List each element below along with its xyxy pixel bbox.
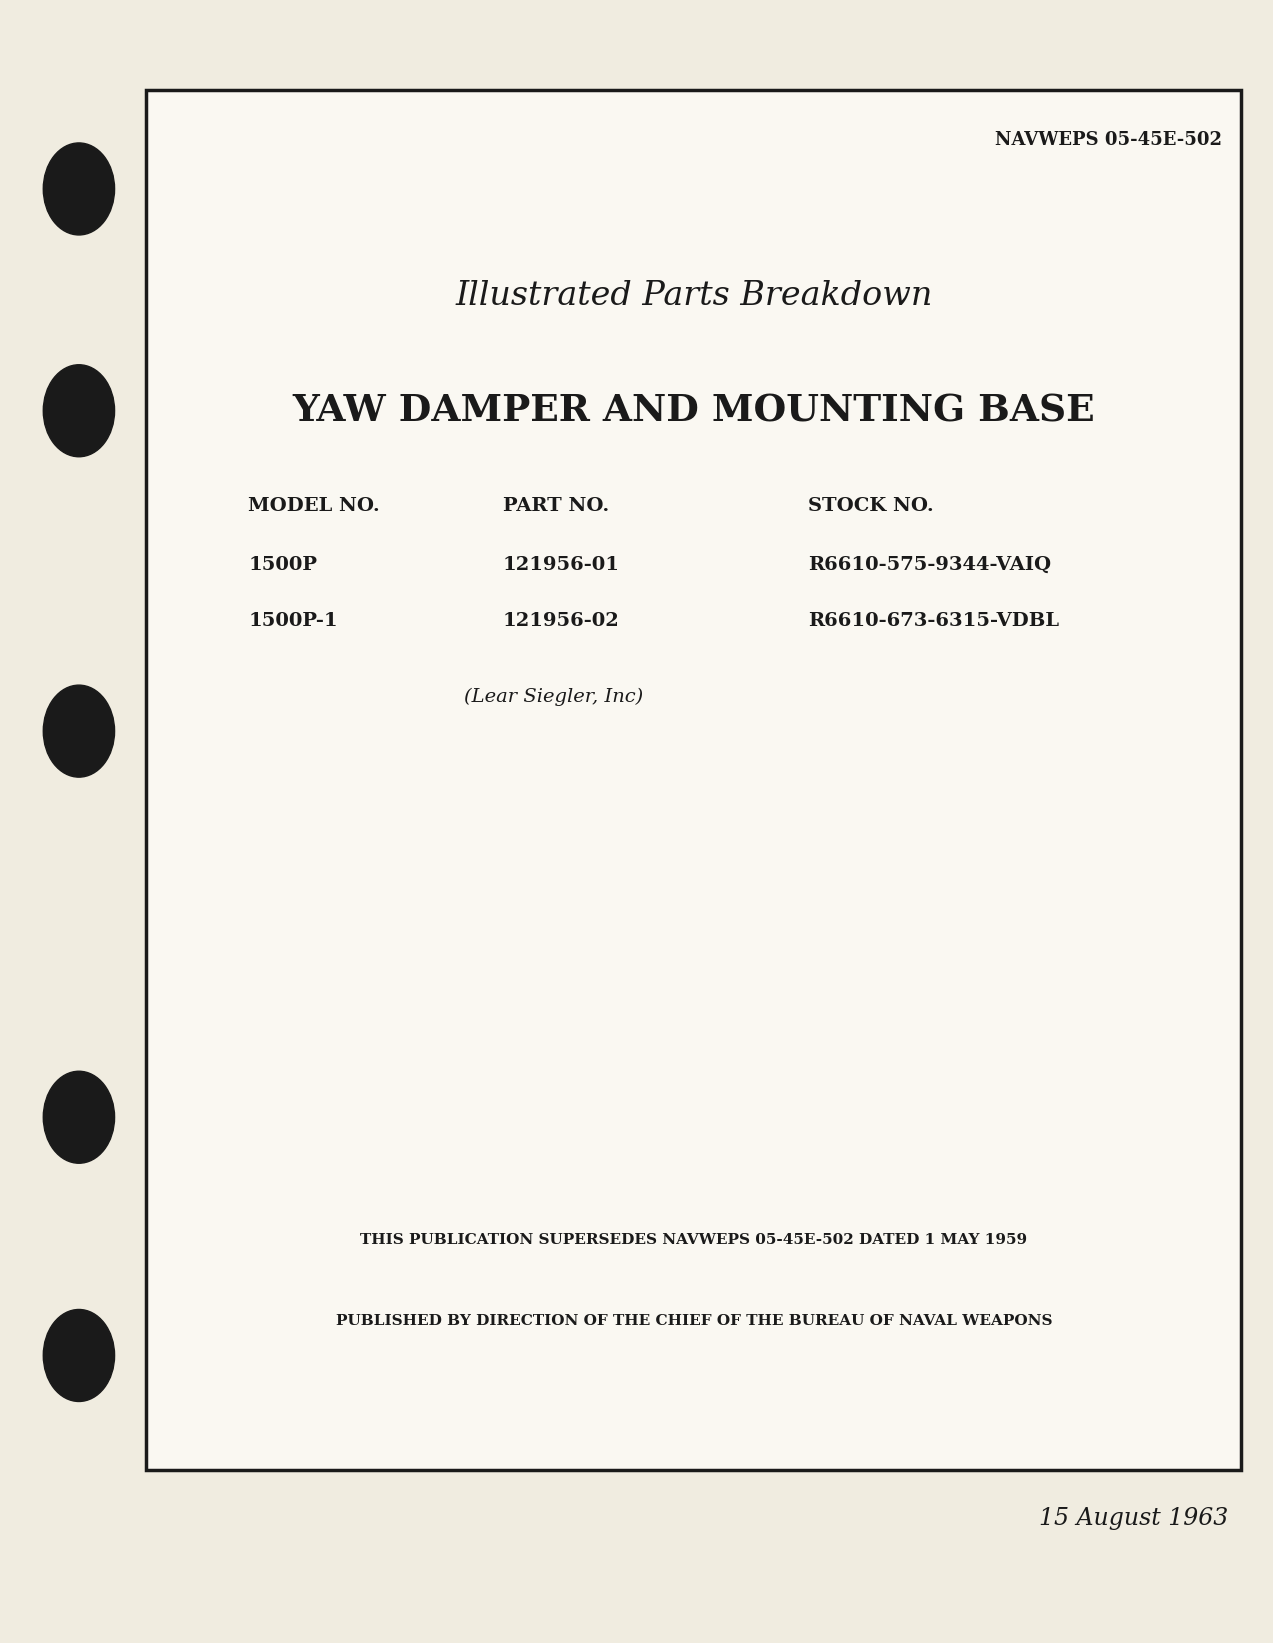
Text: 1500P-1: 1500P-1 (248, 613, 337, 629)
Text: PART NO.: PART NO. (503, 498, 608, 514)
Text: R6610-673-6315-VDBL: R6610-673-6315-VDBL (808, 613, 1059, 629)
Text: MODEL NO.: MODEL NO. (248, 498, 379, 514)
Text: 121956-02: 121956-02 (503, 613, 620, 629)
Text: Illustrated Parts Breakdown: Illustrated Parts Breakdown (456, 279, 932, 312)
Circle shape (43, 1309, 115, 1401)
Circle shape (43, 685, 115, 777)
Bar (146, 90, 1241, 1470)
Text: YAW DAMPER AND MOUNTING BASE: YAW DAMPER AND MOUNTING BASE (293, 393, 1095, 429)
Text: STOCK NO.: STOCK NO. (808, 498, 934, 514)
Text: THIS PUBLICATION SUPERSEDES NAVWEPS 05-45E-502 DATED 1 MAY 1959: THIS PUBLICATION SUPERSEDES NAVWEPS 05-4… (360, 1234, 1027, 1247)
Text: (Lear Siegler, Inc): (Lear Siegler, Inc) (465, 687, 643, 706)
Text: PUBLISHED BY DIRECTION OF THE CHIEF OF THE BUREAU OF NAVAL WEAPONS: PUBLISHED BY DIRECTION OF THE CHIEF OF T… (336, 1314, 1051, 1328)
Text: 1500P: 1500P (248, 557, 317, 573)
Text: 15 August 1963: 15 August 1963 (1039, 1507, 1228, 1530)
Text: NAVWEPS 05-45E-502: NAVWEPS 05-45E-502 (995, 131, 1222, 150)
Circle shape (43, 365, 115, 457)
Circle shape (43, 1071, 115, 1163)
Circle shape (43, 143, 115, 235)
Text: 121956-01: 121956-01 (503, 557, 620, 573)
Text: R6610-575-9344-VAIQ: R6610-575-9344-VAIQ (808, 557, 1051, 573)
